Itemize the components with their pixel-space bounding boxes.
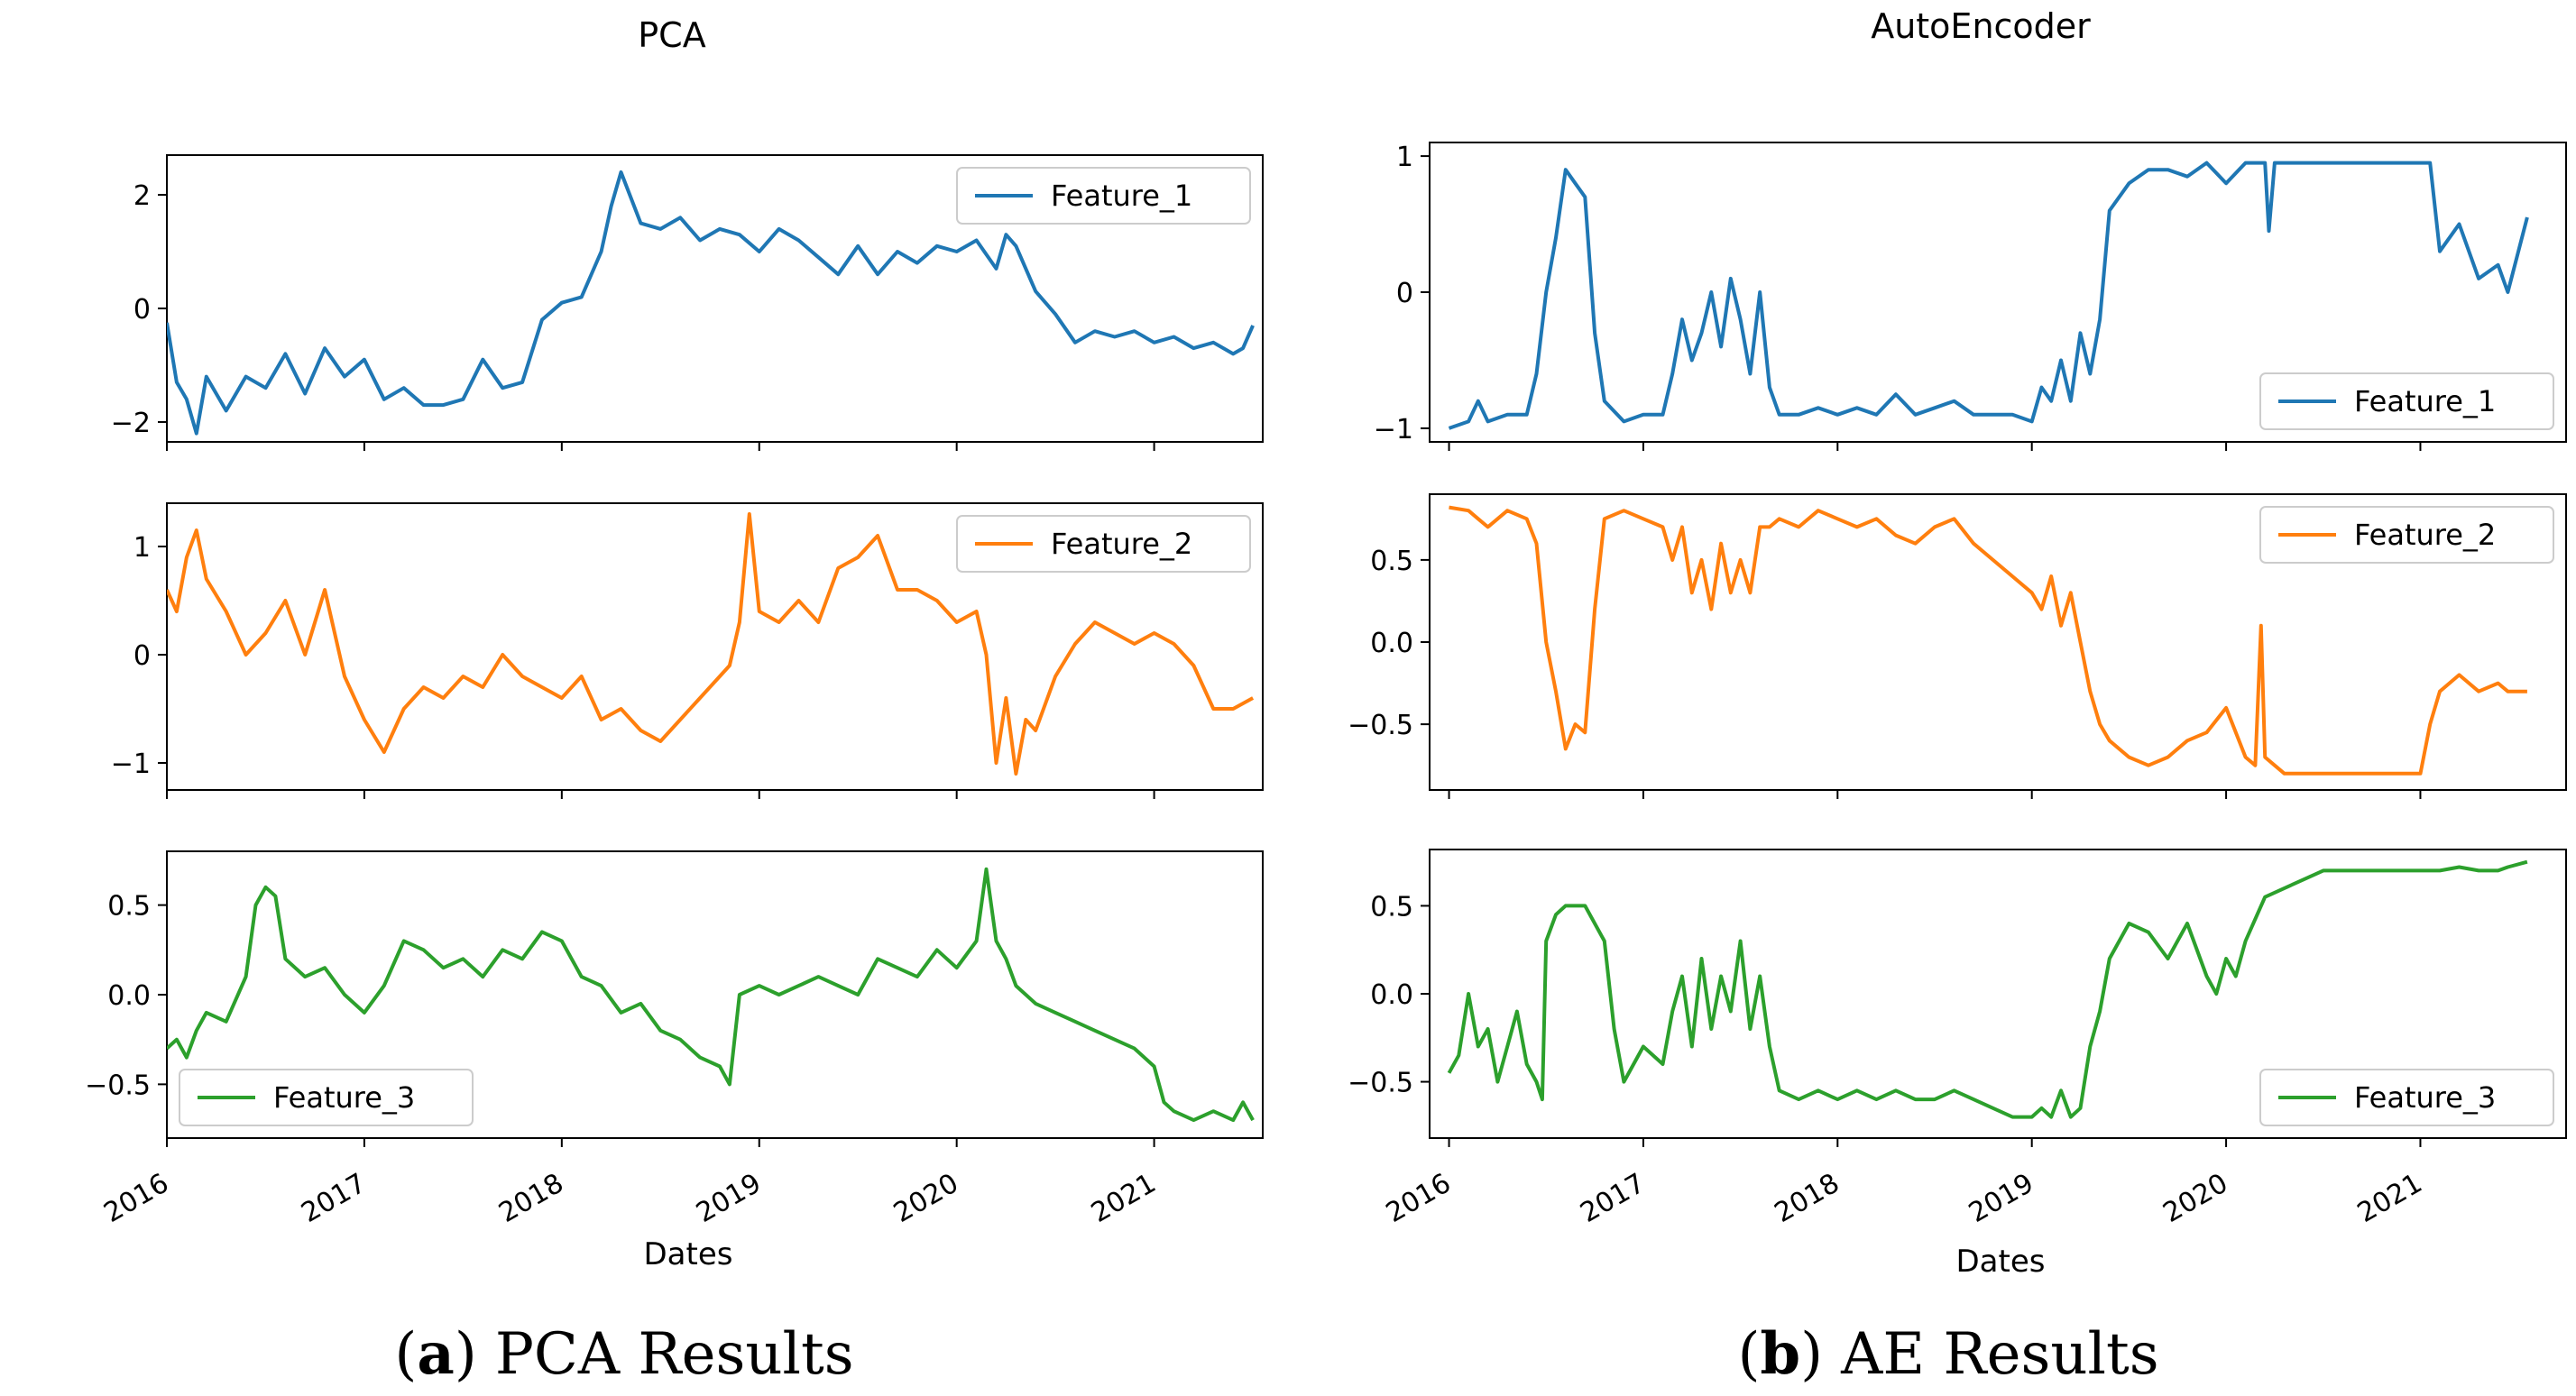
legend: Feature_2: [956, 515, 1251, 573]
pca-caption-text: PCA Results: [495, 1321, 854, 1388]
pca-subplot-1: −2 0 2 Feature_1: [111, 154, 1264, 451]
ae-caption-letter: b: [1760, 1320, 1800, 1388]
y-tick-label: −1: [1374, 414, 1413, 445]
y-tick-label: −1: [111, 749, 151, 780]
y-tick-label: 0.0: [1370, 979, 1413, 1011]
y-tick-label: 0.5: [1370, 891, 1413, 923]
legend-label: Feature_2: [2354, 518, 2496, 552]
pca-title: PCA: [638, 15, 705, 55]
y-tick-label: 0.0: [1370, 628, 1413, 659]
legend: Feature_2: [2259, 506, 2554, 564]
legend: Feature_3: [179, 1069, 474, 1126]
y-tick-label: −0.5: [1348, 1068, 1413, 1099]
series-line-feature-1: [167, 170, 1255, 436]
y-tick-label: 0.5: [1370, 546, 1413, 577]
legend-box: [956, 167, 1251, 225]
y-tick-label: 1: [1396, 142, 1413, 173]
legend-label: Feature_1: [2354, 384, 2496, 418]
ae-subplot-3: −0.5 0.0 0.5 Feature_3: [1348, 849, 2567, 1147]
ae-subplot-2: −0.5 0.0 0.5 Feature_2: [1348, 493, 2567, 799]
legend-box: [2259, 372, 2554, 430]
y-tick-label: 0.0: [107, 980, 151, 1012]
series-line-feature-2: [1449, 505, 2527, 776]
pca-subplot-3: −0.5 0.0 0.5 Feature_3: [85, 850, 1264, 1147]
legend-box: [2259, 1069, 2554, 1126]
y-tick-label: 2: [133, 180, 151, 212]
series-line-feature-1: [1448, 161, 2529, 430]
plot-frame: [166, 154, 1264, 443]
legend-label: Feature_2: [1051, 527, 1192, 561]
ae-x-axis-label: Dates: [1956, 1244, 2046, 1280]
legend: Feature_3: [2259, 1069, 2554, 1126]
ae-subplot-1: −1 0 1 Feature_1: [1374, 142, 2567, 451]
legend-box: [956, 515, 1251, 573]
legend-box: [2259, 506, 2554, 564]
ae-panel: AutoEncoder −1 0 1 Feature_1 −0.5 0.0 0.5 Feat…: [1348, 6, 2567, 1388]
legend-box: [179, 1069, 474, 1126]
series-line-feature-3: [1447, 859, 2528, 1119]
y-tick-label: 0: [1396, 278, 1413, 309]
ae-title: AutoEncoder: [1871, 6, 2091, 46]
y-tick-label: −0.5: [1348, 710, 1413, 741]
y-tick-label: −0.5: [85, 1070, 151, 1101]
pca-caption: (a) PCA Results: [394, 1320, 853, 1388]
series-line-feature-2: [167, 512, 1255, 776]
pca-subplot-2: −1 0 1 Feature_2: [111, 502, 1264, 799]
y-tick-label: −2: [111, 408, 151, 439]
legend-label: Feature_3: [2354, 1080, 2496, 1115]
y-tick-label: 1: [133, 532, 151, 564]
y-tick-label: 0.5: [107, 891, 151, 923]
legend: Feature_1: [956, 167, 1251, 225]
y-tick-label: 0: [133, 640, 151, 672]
legend-label: Feature_1: [1051, 179, 1192, 213]
series-line-feature-3: [167, 867, 1255, 1123]
y-tick-label: 0: [133, 294, 151, 326]
pca-caption-letter: a: [417, 1320, 454, 1388]
ae-caption-text: AE Results: [1840, 1321, 2158, 1388]
plot-frame: [166, 502, 1264, 791]
legend-label: Feature_3: [273, 1080, 415, 1115]
pca-x-axis-label: Dates: [644, 1236, 733, 1272]
legend: Feature_1: [2259, 372, 2554, 430]
ae-caption: (b) AE Results: [1737, 1320, 2158, 1388]
